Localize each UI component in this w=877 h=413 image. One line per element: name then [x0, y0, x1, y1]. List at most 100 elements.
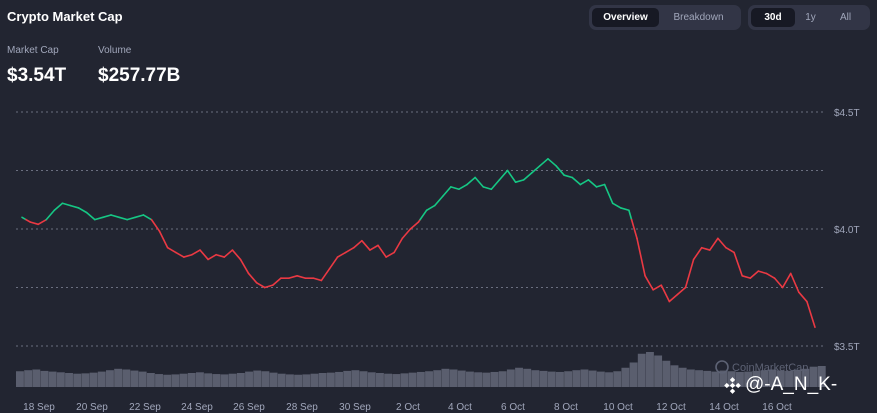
price-line-segment: [361, 239, 371, 251]
price-line-segment: [644, 274, 654, 291]
x-tick-label: 4 Oct: [448, 402, 472, 413]
price-line-segment: [563, 174, 574, 179]
volume-bar: [695, 370, 703, 387]
volume-bar: [711, 371, 720, 387]
price-line-segment: [498, 169, 509, 181]
x-tick-label: 22 Sep: [129, 402, 161, 413]
volume-bar: [449, 369, 458, 387]
volume-bar: [686, 369, 695, 387]
price-line-segment: [798, 291, 808, 303]
y-tick-label: $4.5T: [834, 108, 860, 119]
volume-bar: [662, 360, 671, 387]
price-line-segment: [296, 274, 307, 279]
x-tick-label: 20 Sep: [76, 402, 108, 413]
price-line-segment: [765, 272, 776, 279]
volume-bar: [114, 368, 123, 387]
volume-bar: [809, 366, 818, 387]
price-line-segment: [709, 237, 719, 251]
volume-bar: [801, 368, 810, 387]
price-line-segment: [474, 176, 485, 188]
price-line-segment: [199, 249, 209, 261]
tab-overview[interactable]: Overview: [592, 8, 659, 27]
volume-bar: [588, 370, 597, 387]
volume-bar: [326, 372, 335, 387]
x-tick-label: 10 Oct: [603, 402, 633, 413]
volume-bar: [130, 370, 139, 387]
volume-bar: [523, 368, 532, 387]
price-line-segment: [806, 300, 816, 329]
volume-bar: [56, 372, 65, 387]
tab-breakdown[interactable]: Breakdown: [673, 12, 724, 23]
volume-bar: [155, 374, 163, 387]
x-tick-label: 28 Sep: [286, 402, 318, 413]
volume-label: Volume: [98, 45, 132, 56]
price-line-segment: [126, 216, 137, 221]
price-line-segment: [789, 272, 800, 293]
price-line-segment: [522, 172, 533, 181]
volume-bar: [204, 373, 213, 387]
handle-text: @-A_N_K-: [745, 374, 838, 395]
volume-bar: [580, 369, 589, 387]
volume-bar: [506, 369, 515, 387]
volume-bar: [81, 373, 90, 387]
volume-bar: [32, 369, 41, 387]
volume-bar: [138, 371, 147, 387]
price-line-segment: [102, 214, 112, 219]
price-line-segment: [223, 249, 234, 258]
x-tick-label: 8 Oct: [554, 402, 578, 413]
volume-bar: [335, 371, 343, 387]
volume-bar: [351, 370, 360, 387]
volume-bar: [490, 371, 499, 387]
volume-bar: [605, 372, 613, 387]
x-tick-label: 6 Oct: [501, 402, 525, 413]
volume-bar: [286, 374, 294, 387]
volume-bar: [106, 370, 114, 387]
market-cap-label: Market Cap: [7, 45, 59, 56]
volume-bar: [457, 370, 466, 387]
volume-bar: [228, 373, 237, 387]
volume-bar: [466, 371, 474, 387]
volume-bar: [65, 373, 73, 387]
market-cap-value: $3.54T: [7, 65, 67, 86]
author-handle: @-A_N_K-: [724, 374, 837, 396]
price-line-segment: [441, 186, 452, 198]
volume-bar: [269, 372, 278, 387]
price-line-segment: [433, 195, 444, 207]
volume-bar: [16, 371, 24, 387]
price-line-segment: [61, 202, 72, 207]
price-line-segment: [636, 237, 646, 277]
volume-bar: [646, 352, 654, 387]
volume-bars: [16, 352, 826, 387]
price-line-segment: [385, 251, 396, 258]
range-30d-button[interactable]: 30d: [751, 8, 795, 27]
volume-bar: [73, 373, 82, 387]
price-line-segment: [239, 258, 250, 275]
price-line-segment: [69, 204, 80, 209]
volume-bar: [498, 371, 507, 387]
x-tick-label: 26 Sep: [233, 402, 265, 413]
volume-bar: [785, 370, 793, 387]
price-line-segment: [369, 244, 379, 251]
volume-bar: [621, 367, 630, 387]
volume-bar: [572, 370, 581, 387]
volume-bar: [376, 373, 384, 387]
price-line-segment: [749, 270, 760, 279]
volume-bar: [482, 372, 491, 387]
volume-bar: [196, 372, 204, 387]
price-line-segment: [684, 258, 695, 289]
volume-bar: [318, 373, 327, 387]
price-line-segment: [555, 165, 565, 176]
range-all-button[interactable]: All: [839, 12, 852, 23]
range-1y-button[interactable]: 1y: [805, 12, 816, 23]
price-line-segment: [401, 228, 412, 240]
volume-bar: [236, 373, 245, 387]
price-line-segment: [490, 179, 501, 191]
price-line-segment: [94, 216, 104, 221]
price-line-segment: [29, 221, 39, 226]
price-line-segment: [466, 176, 476, 186]
range-toggle: 30d 1y All: [748, 5, 870, 30]
y-tick-label: $4.0T: [834, 225, 860, 236]
volume-bar: [408, 372, 417, 387]
price-line-segment: [700, 246, 711, 251]
